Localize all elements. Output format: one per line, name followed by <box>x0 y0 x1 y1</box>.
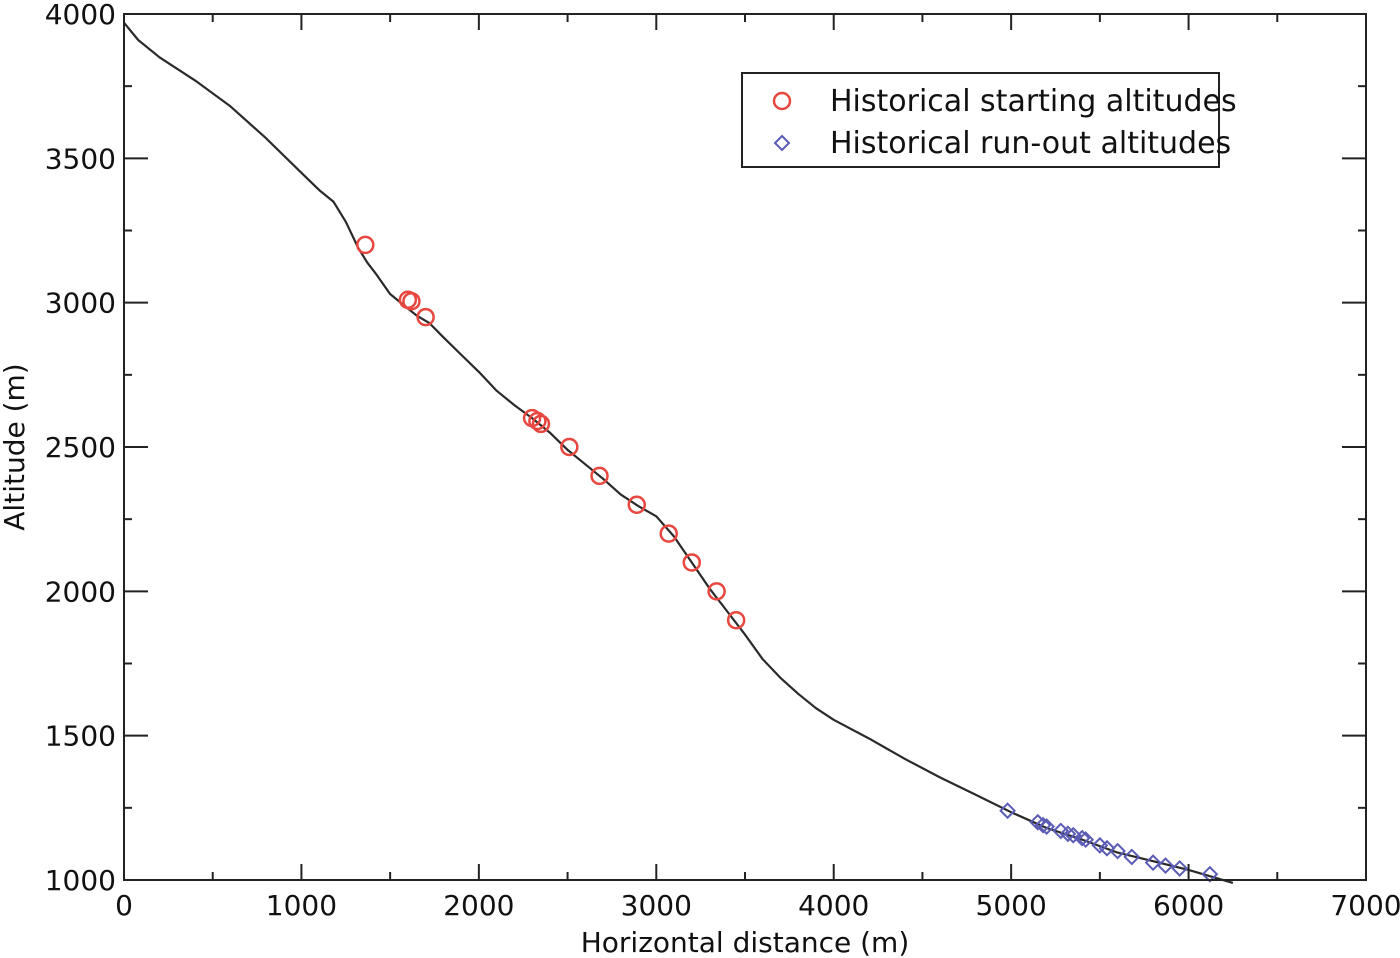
legend: Historical starting altitudes Historical… <box>741 72 1237 168</box>
y-tick-label: 1000 <box>45 864 116 897</box>
starting-altitude-point <box>416 307 435 327</box>
legend-marker-runout <box>773 134 791 152</box>
x-tick-label: 4000 <box>798 889 869 922</box>
runout-altitude-point <box>1109 842 1127 860</box>
x-tick-label: 5000 <box>976 889 1047 922</box>
starting-altitude-point <box>726 610 746 630</box>
runout-altitude-point <box>1038 818 1056 836</box>
x-tick-label: 3000 <box>621 889 692 922</box>
starting-altitude-point <box>560 437 579 457</box>
x-tick-label: 7000 <box>1330 889 1400 922</box>
y-axis-label: Altitude (m) <box>0 363 31 530</box>
runout-altitude-point <box>1073 829 1091 847</box>
starting-altitude-point <box>707 582 726 601</box>
runout-altitude-point <box>1123 848 1141 866</box>
runout-altitude-point <box>1034 816 1052 834</box>
y-tick-label: 1500 <box>45 720 116 753</box>
data-markers <box>356 235 1219 883</box>
runout-altitude-point <box>1171 860 1189 877</box>
y-tick-label: 2500 <box>45 431 116 464</box>
starting-altitude-point <box>531 414 551 434</box>
y-tick-label: 3500 <box>45 142 116 175</box>
runout-altitude-point <box>1077 831 1095 849</box>
legend-label-starting: Historical starting altitudes <box>830 84 1237 119</box>
legend-marker-starting <box>772 91 792 111</box>
runout-altitude-point <box>999 802 1017 820</box>
profile-line-layer <box>123 22 1234 884</box>
runout-altitude-point <box>1144 854 1162 872</box>
starting-altitude-point <box>590 466 609 486</box>
starting-altitude-point <box>528 411 547 431</box>
tick-labels: 0 1000 2000 3000 4000 5000 6000 700010001500200… <box>45 0 1400 922</box>
x-tick-label: 1000 <box>266 889 337 922</box>
starting-altitude-point <box>356 235 375 255</box>
x-tick-label: 6000 <box>1153 889 1224 922</box>
x-tick-label: 0 <box>115 889 133 922</box>
legend-label-runout: Historical run-out altitudes <box>830 126 1231 161</box>
runout-altitude-point <box>1201 865 1219 883</box>
y-tick-label: 2000 <box>45 575 116 608</box>
runout-altitude-point <box>1157 857 1174 874</box>
y-tick-label: 3000 <box>45 287 116 320</box>
starting-altitude-point <box>627 495 647 514</box>
starting-altitude-point <box>659 524 678 543</box>
starting-altitude-point <box>402 291 421 311</box>
x-axis-label: Horizontal distance (m) <box>581 926 910 958</box>
axis-ticks <box>123 13 1367 881</box>
legend-box <box>741 72 1220 168</box>
y-tick-label: 4000 <box>45 0 116 31</box>
profile-line <box>123 22 1234 884</box>
runout-altitude-point <box>1064 826 1082 844</box>
runout-altitude-point <box>1098 839 1116 857</box>
plot-frame <box>123 13 1367 881</box>
x-tick-label: 2000 <box>443 889 514 922</box>
starting-altitude-point <box>682 553 702 572</box>
runout-altitude-point <box>1059 825 1077 843</box>
